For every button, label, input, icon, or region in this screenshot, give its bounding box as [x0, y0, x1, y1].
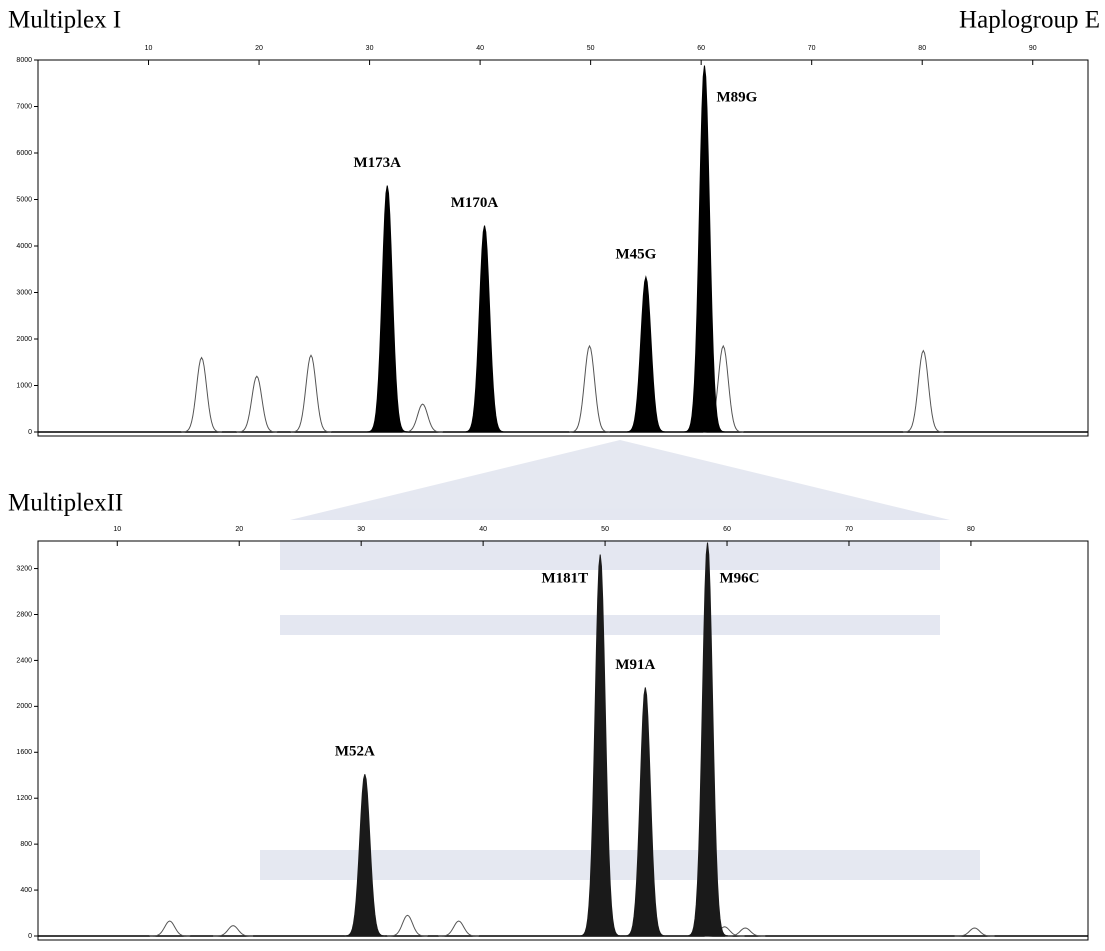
y-tick-label: 2800	[16, 611, 32, 618]
y-tick-label: 1200	[16, 795, 32, 802]
y-tick-label: 1600	[16, 749, 32, 756]
y-tick-label: 3200	[16, 565, 32, 572]
y-tick-label: 2400	[16, 657, 32, 664]
minor-peak	[388, 915, 428, 936]
minor-peak	[903, 351, 943, 432]
y-tick-label: 6000	[16, 150, 32, 157]
minor-peak	[439, 921, 479, 936]
x-tick-label: 40	[476, 45, 484, 52]
y-tick-label: 5000	[16, 196, 32, 203]
minor-peak	[403, 404, 443, 432]
x-tick-label: 90	[1029, 45, 1037, 52]
plot-frame	[38, 60, 1088, 436]
y-tick-label: 2000	[16, 703, 32, 710]
peak	[465, 226, 505, 432]
x-tick-label: 70	[808, 45, 816, 52]
y-tick-label: 4000	[16, 243, 32, 250]
peak-label: M173A	[354, 155, 402, 171]
x-tick-label: 80	[967, 526, 975, 533]
y-tick-label: 3000	[16, 289, 32, 296]
annotation: Haplogroup E	[959, 7, 1100, 34]
peak-label: M45G	[615, 247, 656, 263]
x-tick-label: 50	[601, 526, 609, 533]
chart: Multiplex I Haplogroup E 10 20 30 40 50 60 70 80 9…	[0, 0, 1105, 946]
peak	[367, 186, 407, 432]
plot-frame	[38, 541, 1088, 940]
y-tick-label: 0	[28, 429, 32, 436]
peak	[625, 687, 665, 936]
minor-peak	[182, 358, 222, 432]
minor-peak	[150, 921, 190, 936]
peak	[626, 277, 666, 432]
x-tick-label: 40	[479, 526, 487, 533]
minor-peak	[237, 376, 277, 432]
minor-peak	[291, 355, 331, 432]
x-tick-label: 60	[723, 526, 731, 533]
peak-label: M91A	[615, 657, 655, 673]
x-tick-label: 20	[255, 45, 263, 52]
peak-label: M181T	[542, 570, 589, 586]
peak-label: M170A	[451, 195, 499, 211]
y-tick-label: 0	[28, 933, 32, 940]
x-tick-label: 80	[918, 45, 926, 52]
y-tick-label: 7000	[16, 103, 32, 110]
y-tick-label: 1000	[16, 382, 32, 389]
x-tick-label: 10	[113, 526, 121, 533]
peak-label: M52A	[335, 744, 375, 760]
x-tick-label: 30	[357, 526, 365, 533]
minor-peak	[955, 928, 995, 936]
y-tick-label: 8000	[16, 57, 32, 64]
peak-label: M89G	[716, 89, 757, 105]
y-tick-label: 400	[20, 887, 32, 894]
y-tick-label: 2000	[16, 336, 32, 343]
x-tick-label: 50	[587, 45, 595, 52]
peak-label: M96C	[720, 570, 760, 586]
x-tick-label: 20	[235, 526, 243, 533]
minor-peak	[570, 346, 610, 432]
x-tick-label: 30	[366, 45, 374, 52]
y-tick-label: 800	[20, 841, 32, 848]
panel-title: Multiplex I	[8, 7, 121, 34]
x-tick-label: 10	[145, 45, 153, 52]
minor-peak	[213, 926, 253, 936]
panel-title: MultiplexII	[8, 490, 123, 517]
x-tick-label: 70	[845, 526, 853, 533]
x-tick-label: 60	[697, 45, 705, 52]
